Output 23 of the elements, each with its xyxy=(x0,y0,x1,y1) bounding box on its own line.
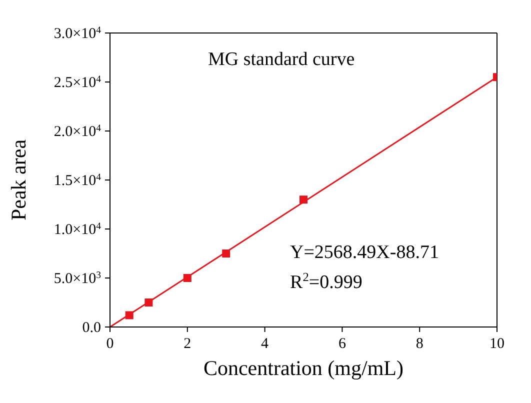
x-tick-label: 0 xyxy=(106,336,114,352)
annotation: R$^{2}$=0.999 xyxy=(290,270,362,293)
y-tick-label: 3.0×10$^{4}$ xyxy=(54,24,102,42)
point xyxy=(183,274,192,282)
point xyxy=(222,250,230,258)
x-tick-label: 2 xyxy=(184,336,192,352)
y-tick-label: 2.0×10$^{4}$ xyxy=(54,122,102,140)
point xyxy=(144,298,153,306)
y-tick-label: 1.0×10$^{4}$ xyxy=(54,220,102,238)
point xyxy=(300,196,308,204)
x-tick-label: 4 xyxy=(261,336,270,352)
x-tick-label: 10 xyxy=(490,336,504,352)
y-tick-label: 2.5×10$^{4}$ xyxy=(54,74,102,91)
y-tick-label: 0.0 xyxy=(82,320,101,336)
x-tick-label: 6 xyxy=(338,336,346,352)
y-tick-label: 5.0×10$^{3}$ xyxy=(54,270,102,287)
y-axis-title: Peak area xyxy=(6,138,30,221)
text: MG standard curve xyxy=(208,49,355,70)
x-tick-label: 8 xyxy=(416,336,424,352)
y-tick-label: 1.5×10$^{4}$ xyxy=(54,172,102,189)
annotation: Y=2568.49X-88.71 xyxy=(290,242,439,263)
x-axis-title: Concentration (mg/mL) xyxy=(203,356,404,380)
point xyxy=(125,311,134,320)
